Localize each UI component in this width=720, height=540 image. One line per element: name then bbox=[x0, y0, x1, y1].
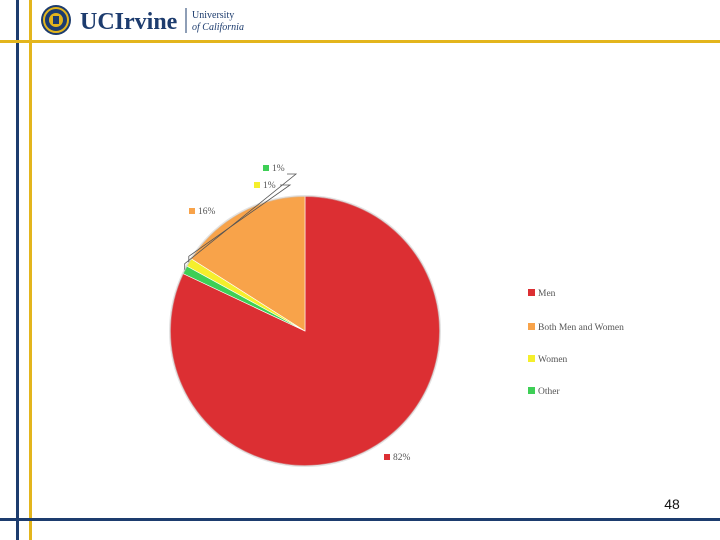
footer-divider-navy bbox=[0, 518, 720, 521]
data-label-both: 16% bbox=[198, 207, 216, 217]
left-border-navy bbox=[16, 0, 19, 540]
data-label-women: 1% bbox=[263, 181, 276, 191]
data-label-men-marker bbox=[384, 454, 390, 460]
logo-wordmark: UCIrvine bbox=[80, 9, 178, 35]
pie-outline bbox=[169, 195, 441, 467]
left-border-gold bbox=[29, 0, 32, 540]
data-label-women-marker bbox=[254, 182, 260, 188]
data-label-other-marker bbox=[263, 165, 269, 171]
logo-of-california: of California bbox=[192, 22, 244, 33]
data-label-men: 82% bbox=[393, 453, 411, 463]
logo-university: University bbox=[192, 10, 234, 21]
header-divider-gold bbox=[0, 40, 720, 43]
legend-label-women: Women bbox=[538, 355, 568, 365]
legend-label-both-men-and-women: Both Men and Women bbox=[538, 323, 624, 333]
data-label-other: 1% bbox=[272, 164, 285, 174]
legend-swatch-men bbox=[528, 289, 535, 296]
legend-label-men: Men bbox=[538, 289, 556, 299]
legend-swatch-other bbox=[528, 387, 535, 394]
uci-logo: UCIrvine University of California bbox=[41, 5, 244, 35]
legend-swatch-women bbox=[528, 355, 535, 362]
uci-seal-icon bbox=[41, 5, 71, 35]
leader-line-other bbox=[184, 173, 298, 270]
slide-number: 48 bbox=[664, 496, 680, 512]
legend-label-other: Other bbox=[538, 387, 560, 397]
data-label-both-marker bbox=[189, 208, 195, 214]
legend-swatch-both-men-and-women bbox=[528, 323, 535, 330]
leader-line-women bbox=[188, 184, 292, 263]
